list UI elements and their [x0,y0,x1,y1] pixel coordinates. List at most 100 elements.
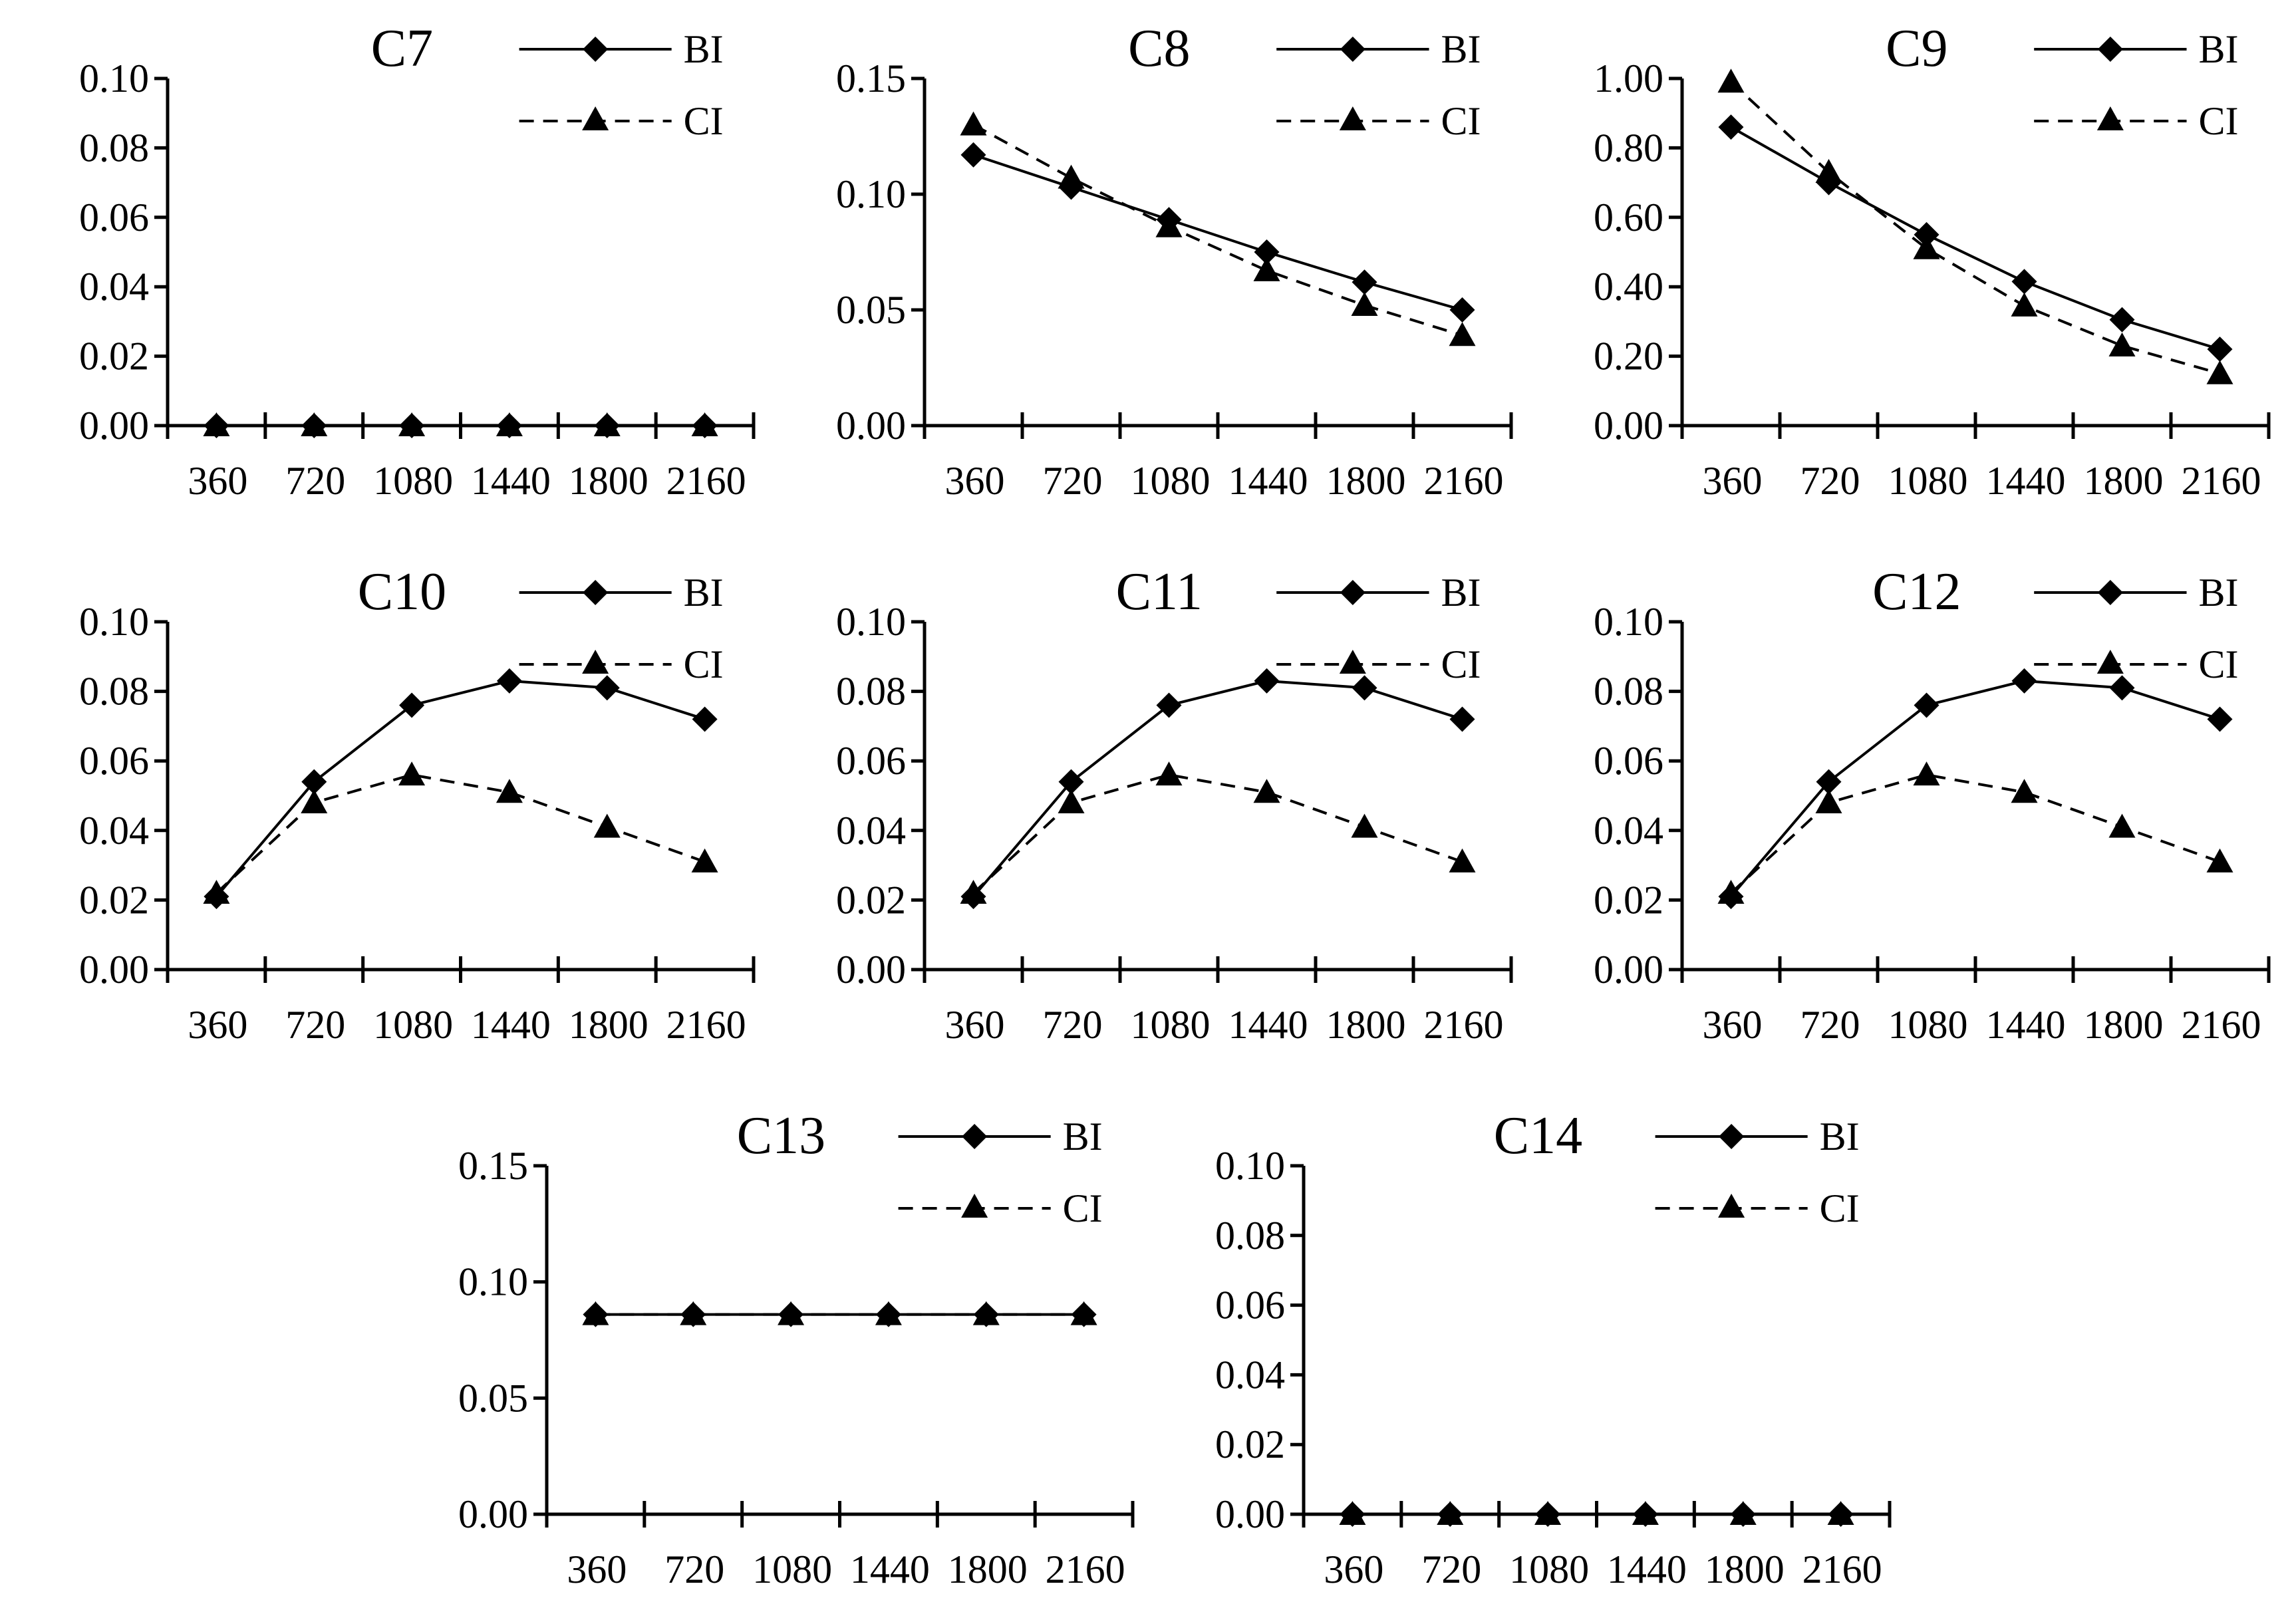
point-ci [1253,257,1280,281]
point-bi [960,884,986,910]
point-ci [1058,789,1085,813]
x-tick-label: 720 [285,459,345,503]
y-tick-label: 0.06 [836,739,906,783]
point-bi [1914,221,1939,247]
point-bi [583,1301,609,1327]
x-tick-label: 1080 [1131,459,1211,503]
legend-marker [583,580,609,605]
y-tick-label: 0.00 [836,948,906,992]
point-ci [2108,813,2136,838]
y-tick-label: 0.00 [79,948,149,992]
point-bi [1535,1502,1561,1527]
y-tick-label: 0.15 [836,57,906,100]
legend-marker [1719,1124,1745,1149]
y-tick-label: 0.02 [836,878,906,922]
legend-label: CI [1820,1186,1860,1230]
chart-title: C7 [371,19,433,78]
legend-label: BI [684,27,724,71]
x-tick-label: 1800 [948,1547,1028,1591]
series-line-ci [1730,773,2221,894]
legend-label: BI [1441,571,1481,614]
series-line-ci [972,123,1463,337]
legend-marker [582,106,609,130]
legend-label: CI [2199,642,2239,686]
y-tick-label: 0.00 [1594,948,1663,992]
y-tick-label: 0.20 [1594,335,1663,378]
point-bi [204,413,229,438]
point-bi [399,692,425,718]
point-bi [496,413,522,438]
point-bi [594,413,620,438]
point-bi [875,1301,901,1327]
legend-entry-bi: BI [2034,571,2239,614]
point-bi [1254,239,1280,265]
x-tick-label: 720 [1800,1003,1860,1047]
point-bi [692,706,718,732]
x-tick-label: 360 [945,459,1005,503]
point-bi [1718,114,1744,140]
point-bi [1816,170,1842,196]
chart-c8: 0.00 0.05 0.10 0.15 360 720 1080 1440 1800 2160 C8… [836,19,1513,503]
y-tick-label: 0.10 [836,172,906,216]
legend-label: BI [2199,27,2239,71]
legend-marker [582,650,609,674]
point-ci [1449,848,1476,872]
y-tick-label: 0.04 [79,265,149,309]
legend-marker [1339,106,1366,130]
series-line-bi [972,153,1463,311]
x-tick-label: 1440 [850,1547,930,1591]
legend-marker [961,1194,988,1218]
legend-entry-ci: CI [898,1186,1103,1230]
x-tick-label: 1800 [1326,1003,1406,1047]
legend-entry-bi: BI [2034,27,2239,71]
point-bi [1352,675,1377,701]
series-line-bi [1729,679,2221,898]
point-ci [1351,292,1378,317]
legend-label: CI [684,642,724,686]
chart-c12: 0.00 0.02 0.04 0.06 0.08 0.10 360 720 1080 1440 18… [1594,563,2271,1047]
legend-label: CI [1441,99,1481,143]
x-tick-label: 1080 [1888,459,1968,503]
legend-marker [962,1124,988,1149]
y-tick-label: 0.10 [1215,1144,1285,1188]
point-bi [1718,884,1744,910]
y-tick-label: 0.10 [836,600,906,644]
point-bi [2207,336,2233,362]
y-tick-label: 0.10 [79,600,149,644]
point-bi [1632,1502,1658,1527]
point-bi [1914,692,1939,718]
point-bi [496,668,522,694]
y-tick-label: 0.10 [458,1260,528,1304]
x-tick-label: 1080 [1509,1547,1589,1591]
x-tick-label: 2160 [666,1003,746,1047]
y-tick-label: 0.40 [1594,265,1663,309]
y-tick-label: 0.08 [1594,670,1663,714]
point-bi [204,884,229,910]
x-tick-label: 1800 [569,1003,648,1047]
chart-title: C13 [737,1107,825,1165]
x-tick-label: 1440 [1228,459,1308,503]
chart-title: C12 [1872,563,1961,621]
point-bi [1156,692,1182,718]
x-tick-label: 720 [664,1547,724,1591]
point-bi [1058,769,1084,795]
point-ci [2206,848,2233,872]
x-tick-label: 360 [188,1003,247,1047]
point-bi [2109,675,2135,701]
legend-entry-bi: BI [898,1115,1103,1158]
x-tick-label: 2160 [1424,459,1504,503]
y-tick-label: 0.00 [1594,404,1663,448]
series-line-ci [1730,80,2221,375]
legend-entry-ci: CI [519,642,724,686]
point-bi [973,1301,999,1327]
x-tick-label: 720 [1421,1547,1481,1591]
chart-c11: 0.00 0.02 0.04 0.06 0.08 0.10 360 720 1080 1440 18… [836,563,1513,1047]
legend-entry-bi: BI [1276,27,1481,71]
x-tick-label: 720 [1043,1003,1103,1047]
y-tick-label: 0.00 [836,404,906,448]
x-tick-label: 1800 [1705,1547,1785,1591]
point-bi [680,1301,706,1327]
chart-c13: 0.00 0.05 0.10 0.15 360 720 1080 1440 1800 2160 C1… [458,1107,1135,1591]
y-tick-label: 0.05 [836,288,906,332]
x-tick-label: 360 [188,459,247,503]
